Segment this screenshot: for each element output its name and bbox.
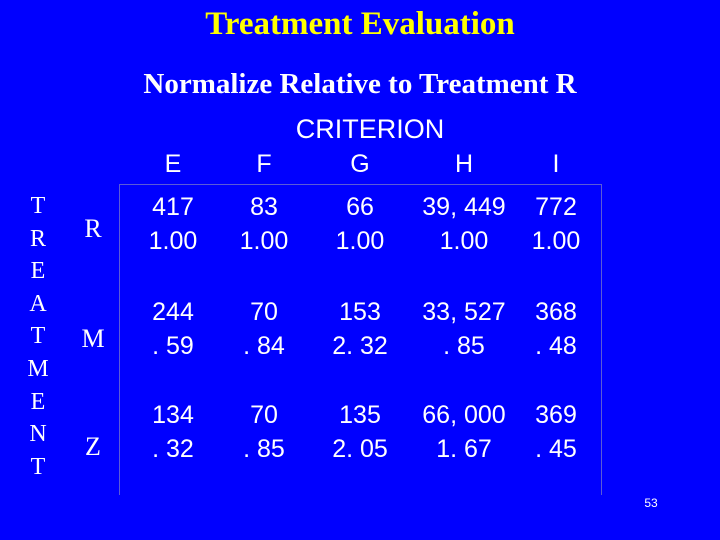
cell-z-f: 70 . 85 [222, 398, 306, 466]
vertical-letter: T [30, 193, 46, 219]
row-label-z: Z [85, 432, 101, 461]
raw-value: 244 [152, 298, 194, 326]
slide-subtitle: Normalize Relative to Treatment R [143, 68, 577, 100]
raw-value: 153 [339, 298, 381, 326]
vertical-letter: T [30, 453, 46, 480]
cell-m-h: 33, 527 . 85 [404, 295, 524, 363]
cell-r-f: 83 1.00 [222, 190, 306, 258]
column-header-h: H [454, 150, 474, 178]
cell-z-e: 134 . 32 [131, 398, 215, 466]
vertical-letter: E [30, 388, 46, 415]
criterion-heading: CRITERION [295, 114, 445, 144]
normalized-value: . 45 [535, 435, 577, 463]
column-header-i: I [552, 150, 560, 178]
normalized-value: 2. 05 [332, 435, 388, 463]
normalized-value: . 48 [535, 332, 577, 360]
normalized-value: . 59 [152, 332, 194, 360]
vertical-letter: N [29, 421, 47, 448]
raw-value: 70 [250, 298, 278, 326]
normalized-value: . 85 [443, 332, 485, 360]
cell-m-i: 368 . 48 [514, 295, 598, 363]
cell-r-g: 66 1.00 [318, 190, 402, 258]
criteria-table-frame [119, 184, 602, 495]
cell-m-f: 70 . 84 [222, 295, 306, 363]
normalized-value: 1.00 [335, 227, 385, 255]
normalized-value: . 84 [243, 332, 285, 360]
normalized-value: 1.00 [239, 227, 289, 255]
vertical-letter: T [30, 323, 46, 350]
cell-z-g: 135 2. 05 [318, 398, 402, 466]
cell-z-i: 369 . 45 [514, 398, 598, 466]
raw-value: 772 [535, 193, 577, 221]
normalized-value: 1. 67 [436, 435, 492, 463]
vertical-letter: E [30, 258, 46, 285]
normalized-value: 1.00 [531, 227, 581, 255]
cell-m-e: 244 . 59 [131, 295, 215, 363]
raw-value: 70 [250, 401, 278, 429]
page-number: 53 [644, 496, 658, 510]
vertical-letter: R [29, 225, 46, 252]
normalized-value: 1.00 [439, 227, 489, 255]
treatment-vertical-label: T R E A T M E N T [26, 190, 50, 483]
column-header-g: G [350, 150, 370, 178]
normalized-value: 1.00 [148, 227, 198, 255]
raw-value: 83 [250, 193, 278, 221]
raw-value: 135 [339, 401, 381, 429]
row-label-m: M [81, 324, 105, 353]
vertical-letter: A [29, 290, 47, 317]
raw-value: 369 [535, 401, 577, 429]
raw-value: 368 [535, 298, 577, 326]
normalized-value: . 85 [243, 435, 285, 463]
column-header-f: F [256, 150, 272, 178]
column-header-e: E [164, 150, 182, 178]
cell-r-e: 417 1.00 [131, 190, 215, 258]
vertical-letter: M [27, 355, 49, 382]
raw-value: 66 [346, 193, 374, 221]
cell-m-g: 153 2. 32 [318, 295, 402, 363]
raw-value: 33, 527 [422, 298, 506, 326]
normalized-value: . 32 [152, 435, 194, 463]
raw-value: 134 [152, 401, 194, 429]
row-label-r: R [84, 214, 102, 243]
cell-r-i: 772 1.00 [514, 190, 598, 258]
cell-z-h: 66, 000 1. 67 [404, 398, 524, 466]
raw-value: 66, 000 [422, 401, 506, 429]
raw-value: 39, 449 [422, 193, 506, 221]
cell-r-h: 39, 449 1.00 [404, 190, 524, 258]
raw-value: 417 [152, 193, 194, 221]
slide-title: Treatment Evaluation [205, 6, 515, 42]
normalized-value: 2. 32 [332, 332, 388, 360]
